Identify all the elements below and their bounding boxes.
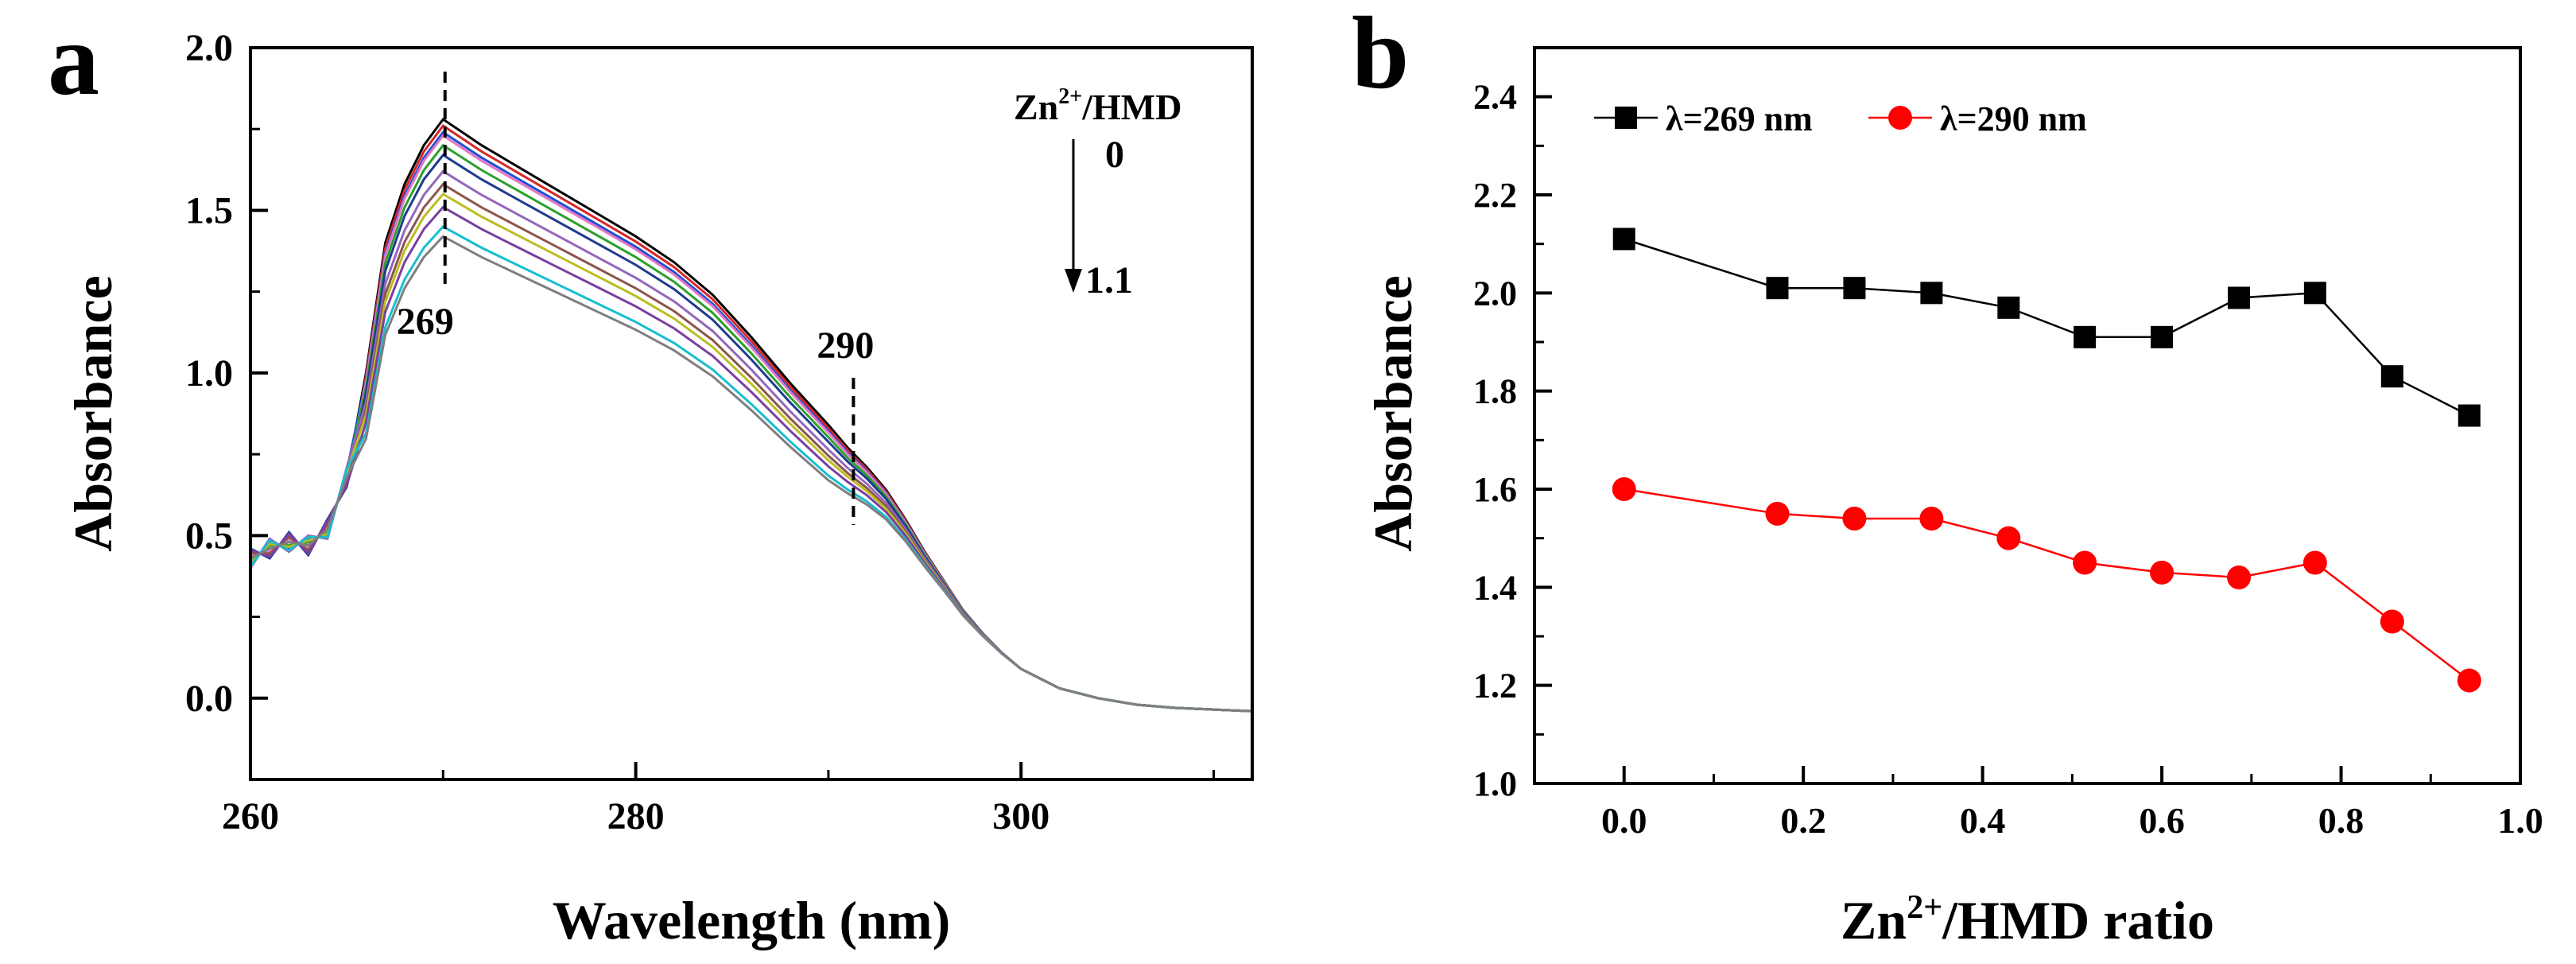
data-point-circle [2073,550,2097,575]
spectrum-line [250,235,1253,713]
a-x-tick-label: 300 [992,795,1049,838]
a-y-tick-label: 0.0 [185,678,233,720]
data-point-square [2303,282,2326,305]
panel-a-label: a [48,2,99,117]
series-title-zn-hmd: Zn2+/HMD [1014,84,1181,127]
b-y-tick-label: 2.0 [1473,274,1517,313]
series-line [1624,238,2470,417]
a-y-tick-label: 1.5 [185,189,233,231]
data-point-square [1766,277,1789,300]
panel-a-uv-spectra: a 269 290 Zn2+/HMD 0 1.1 260 280 300 0.0 0.5 1.0 1… [48,2,1254,950]
data-point-circle [1996,526,2021,550]
b-x-tick-label: 0.2 [1780,800,1826,841]
data-point-circle [2227,566,2252,589]
series-line [1624,488,2470,682]
b-x-tick-label: 0.0 [1601,800,1647,841]
legend-marker-269 [1615,107,1637,129]
data-point-square [2151,325,2174,348]
b-y-tick-label: 1.0 [1473,764,1517,803]
legend-label-290: λ=290 nm [1940,99,2087,138]
panel-a-axis-ticks: 260 280 300 0.0 0.5 1.0 1.5 2.0 [185,27,1216,838]
panel-a-spectra-curves [249,117,1253,713]
data-point-square [2074,325,2097,348]
data-point-circle [2150,560,2174,585]
panel-b-axis-ticks: 0.0 0.2 0.4 0.6 0.8 1.0 1.0 1.2 1.4 1.6 1.8 2.0 2.2 2… [1473,78,2543,841]
panel-b-series-lines [1612,227,2481,693]
panel-a-y-axis-label: Absorbance [63,275,123,552]
peak-269-label: 269 [397,301,454,343]
a-y-tick-label: 0.5 [185,515,233,557]
x-label-sup: 2+ [1907,889,1942,926]
panel-a-x-axis-label: Wavelength (nm) [553,890,951,950]
a-y-tick-label: 2.0 [185,27,233,69]
series-title-rest: /HMD [1081,87,1181,127]
panel-a-annotations: 269 290 Zn2+/HMD 0 1.1 [397,72,1181,525]
data-point-square [1920,282,1943,305]
a-x-tick-label: 280 [607,795,665,838]
data-point-circle [1765,501,1790,526]
b-y-tick-label: 1.4 [1473,568,1517,607]
data-point-square [2380,365,2403,388]
b-x-tick-label: 0.8 [2318,800,2365,841]
b-y-tick-label: 1.6 [1473,470,1517,509]
b-x-tick-label: 0.4 [1960,800,2006,841]
peak-290-label: 290 [817,325,874,367]
data-point-circle [1612,477,1636,501]
a-x-tick-label: 260 [222,795,279,838]
b-y-tick-label: 1.8 [1473,372,1517,411]
b-x-tick-label: 1.0 [2497,800,2543,841]
x-label-rest: /HMD ratio [1942,890,2214,950]
data-point-circle [2457,668,2481,693]
panel-b-x-axis-label: Zn2+/HMD ratio [1841,889,2214,950]
arrow-start-label: 0 [1105,134,1124,176]
data-point-circle [1842,507,1867,531]
b-y-tick-label: 2.4 [1473,78,1517,117]
panel-a-plot-frame [249,46,1254,781]
series-title-sup: 2+ [1058,84,1082,109]
data-point-square [2458,404,2481,427]
legend-marker-290 [1888,106,1912,130]
b-y-tick-label: 2.2 [1473,176,1517,215]
b-x-tick-label: 0.6 [2139,800,2185,841]
b-y-tick-label: 1.2 [1473,667,1517,706]
data-point-circle [2302,550,2327,575]
data-point-square [2228,286,2251,309]
data-point-circle [1919,507,1944,531]
panel-b-legend: λ=269 nm λ=290 nm [1594,99,2087,138]
panel-b-y-axis-label: Absorbance [1363,275,1423,552]
x-label-base: Zn [1841,890,1907,950]
trend-arrow-head [1065,269,1082,293]
panel-b-absorbance-vs-ratio: b 0.0 0.2 0.4 0.6 0.8 1.0 1.0 1.2 1.4 1.6 1.8 2.0 2.… [1352,0,2543,950]
a-y-tick-label: 1.0 [185,352,233,395]
data-point-square [1997,296,2020,319]
panel-b-plot-frame [1533,46,2522,785]
series-title-base: Zn [1014,87,1058,127]
arrow-end-label: 1.1 [1085,259,1133,301]
data-point-circle [2380,609,2404,634]
legend-label-269: λ=269 nm [1666,99,1813,138]
panel-b-label: b [1352,0,1409,111]
data-point-square [1843,277,1866,300]
data-point-square [1612,227,1635,251]
